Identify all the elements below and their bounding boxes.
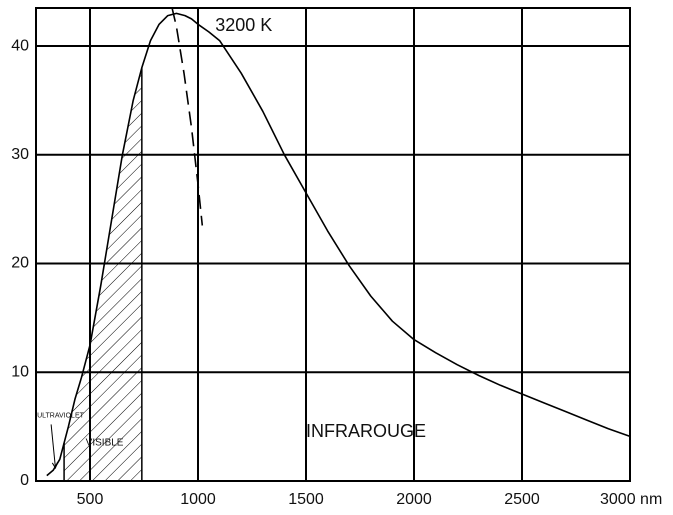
x-tick-label: 3000 nm [600, 491, 662, 508]
y-tick-label: 30 [11, 146, 29, 163]
x-tick-label: 2500 [504, 491, 540, 508]
x-tick-label: 500 [77, 491, 104, 508]
y-tick-label: 40 [11, 37, 29, 54]
infrared-label: INFRAROUGE [306, 421, 426, 441]
ultraviolet-arrow-shaft [50, 424, 56, 469]
y-tick-label: 10 [11, 363, 29, 380]
series-layer [46, 7, 631, 477]
ultraviolet-label: ULTRAVIOLET [37, 413, 85, 420]
ultraviolet-arrow [50, 424, 58, 470]
x-tick-label: 1500 [288, 491, 324, 508]
annotations: 3200 K INFRAROUGE VISIBLE ULTRAVIOLET [37, 15, 426, 448]
tick-labels: 500 1000 1500 2000 2500 3000 nm 0 10 20 30 40 [11, 37, 662, 508]
ultraviolet-arrow-head [51, 462, 58, 470]
series-3200k-line [46, 12, 631, 477]
peak-shift-dashed-line [171, 7, 204, 226]
y-tick-label: 0 [20, 472, 29, 489]
visible-label: VISIBLE [86, 438, 124, 449]
x-tick-label: 1000 [180, 491, 216, 508]
y-tick-label: 20 [11, 255, 29, 272]
x-tick-label: 2000 [396, 491, 432, 508]
series-name-label: 3200 K [215, 15, 272, 35]
